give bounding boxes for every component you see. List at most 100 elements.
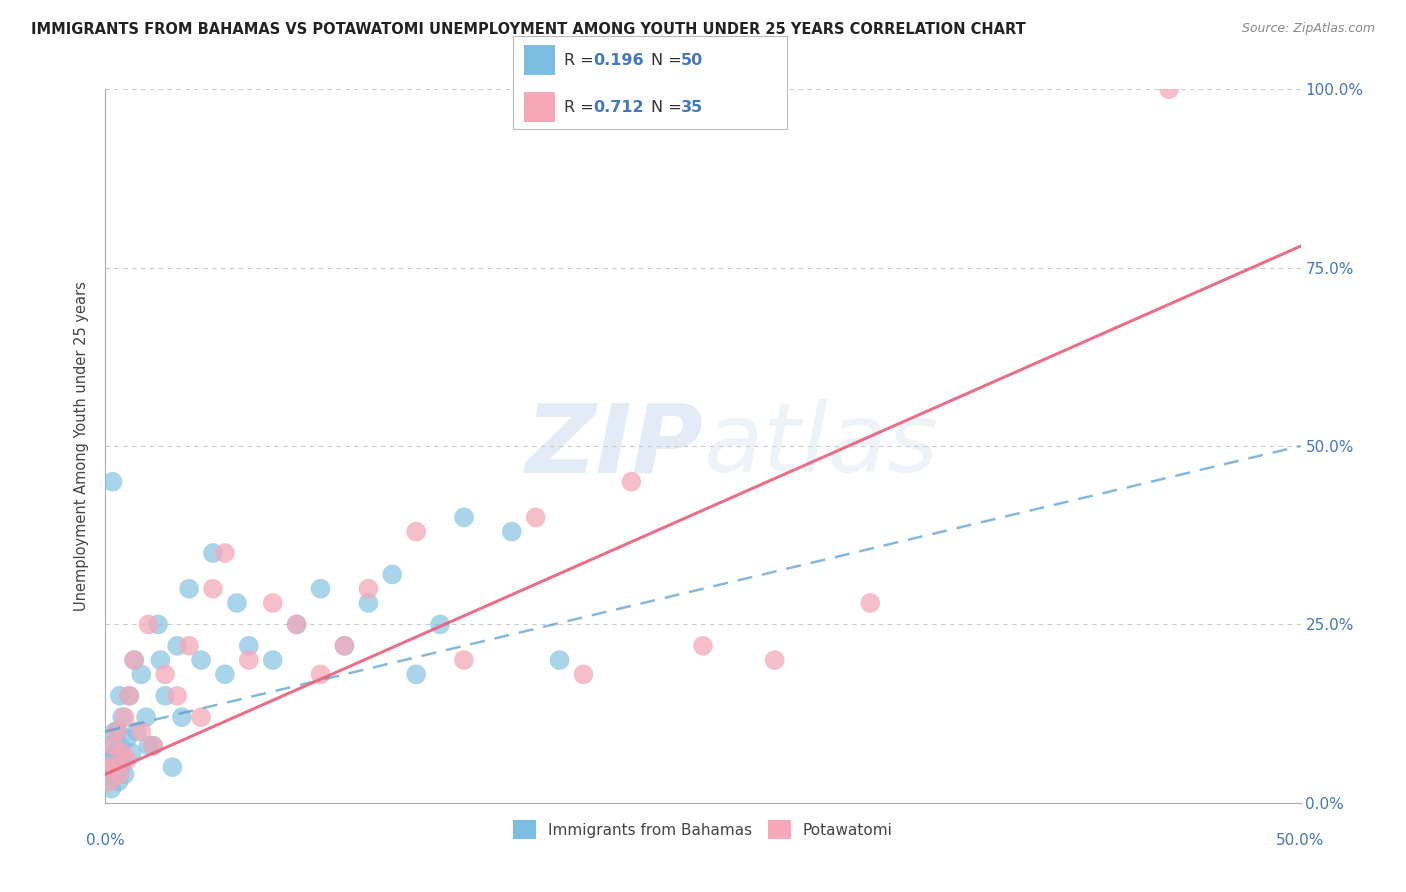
Point	[501, 524, 523, 539]
Point	[1159, 82, 1181, 96]
Point	[202, 582, 225, 596]
Point	[548, 653, 571, 667]
Legend: Immigrants from Bahamas, Potawatomi: Immigrants from Bahamas, Potawatomi	[508, 814, 898, 845]
Text: 50: 50	[681, 53, 703, 68]
Point	[309, 582, 332, 596]
Point	[453, 510, 475, 524]
Point	[166, 639, 188, 653]
Point	[97, 760, 120, 774]
Text: ZIP: ZIP	[524, 400, 703, 492]
Point	[138, 617, 160, 632]
Point	[149, 653, 172, 667]
Point	[202, 546, 225, 560]
Point	[104, 724, 127, 739]
Point	[97, 760, 120, 774]
Point	[108, 739, 131, 753]
Point	[524, 510, 547, 524]
Point	[620, 475, 643, 489]
Point	[405, 524, 427, 539]
Point	[285, 617, 308, 632]
Point	[166, 689, 188, 703]
Point	[114, 767, 136, 781]
Point	[101, 753, 124, 767]
Point	[142, 739, 165, 753]
Point	[262, 596, 284, 610]
Point	[177, 639, 201, 653]
Point	[122, 653, 145, 667]
Point	[129, 667, 153, 681]
Point	[333, 639, 356, 653]
Point	[309, 667, 332, 681]
Point	[333, 639, 356, 653]
Text: R =: R =	[564, 100, 599, 115]
Point	[118, 689, 141, 703]
Point	[129, 724, 153, 739]
Point	[135, 710, 157, 724]
Point	[103, 767, 125, 781]
Text: atlas: atlas	[703, 400, 938, 492]
Point	[429, 617, 451, 632]
Point	[114, 710, 136, 724]
Point	[98, 774, 121, 789]
Point	[177, 582, 201, 596]
Point	[104, 760, 127, 774]
Point	[111, 710, 134, 724]
Text: 35: 35	[681, 100, 703, 115]
Point	[98, 774, 121, 789]
Point	[108, 689, 131, 703]
Point	[153, 667, 177, 681]
Point	[115, 753, 138, 767]
Point	[105, 760, 128, 774]
Point	[859, 596, 882, 610]
Y-axis label: Unemployment Among Youth under 25 years: Unemployment Among Youth under 25 years	[75, 281, 90, 611]
Text: Source: ZipAtlas.com: Source: ZipAtlas.com	[1241, 22, 1375, 36]
Point	[405, 667, 427, 681]
Point	[214, 546, 236, 560]
Point	[138, 739, 160, 753]
Point	[107, 724, 129, 739]
Text: R =: R =	[564, 53, 599, 68]
Point	[121, 746, 143, 760]
Point	[357, 596, 380, 610]
Point	[572, 667, 595, 681]
Text: 0.196: 0.196	[593, 53, 644, 68]
Point	[214, 667, 236, 681]
Point	[190, 653, 212, 667]
Point	[100, 781, 122, 796]
Point	[146, 617, 169, 632]
Point	[115, 731, 138, 746]
Point	[101, 475, 124, 489]
Point	[162, 760, 184, 774]
Point	[110, 760, 132, 774]
Point	[190, 710, 212, 724]
Point	[453, 653, 475, 667]
Point	[98, 739, 121, 753]
Point	[225, 596, 249, 610]
Point	[285, 617, 308, 632]
Point	[692, 639, 714, 653]
Point	[107, 774, 129, 789]
Text: IMMIGRANTS FROM BAHAMAS VS POTAWATOMI UNEMPLOYMENT AMONG YOUTH UNDER 25 YEARS CO: IMMIGRANTS FROM BAHAMAS VS POTAWATOMI UN…	[31, 22, 1026, 37]
Text: 50.0%: 50.0%	[1277, 833, 1324, 848]
Point	[142, 739, 165, 753]
Point	[111, 746, 134, 760]
Point	[238, 653, 260, 667]
Point	[170, 710, 193, 724]
Point	[101, 739, 124, 753]
Point	[125, 724, 148, 739]
Point	[122, 653, 145, 667]
Point	[357, 582, 380, 596]
Point	[238, 639, 260, 653]
Point	[153, 689, 177, 703]
Point	[108, 767, 131, 781]
Point	[118, 689, 141, 703]
Point	[104, 746, 127, 760]
Text: 0.0%: 0.0%	[86, 833, 125, 848]
Point	[112, 753, 135, 767]
Point	[107, 724, 129, 739]
Point	[763, 653, 786, 667]
Point	[381, 567, 404, 582]
Text: 0.712: 0.712	[593, 100, 644, 115]
Text: N =: N =	[651, 53, 688, 68]
Point	[262, 653, 284, 667]
